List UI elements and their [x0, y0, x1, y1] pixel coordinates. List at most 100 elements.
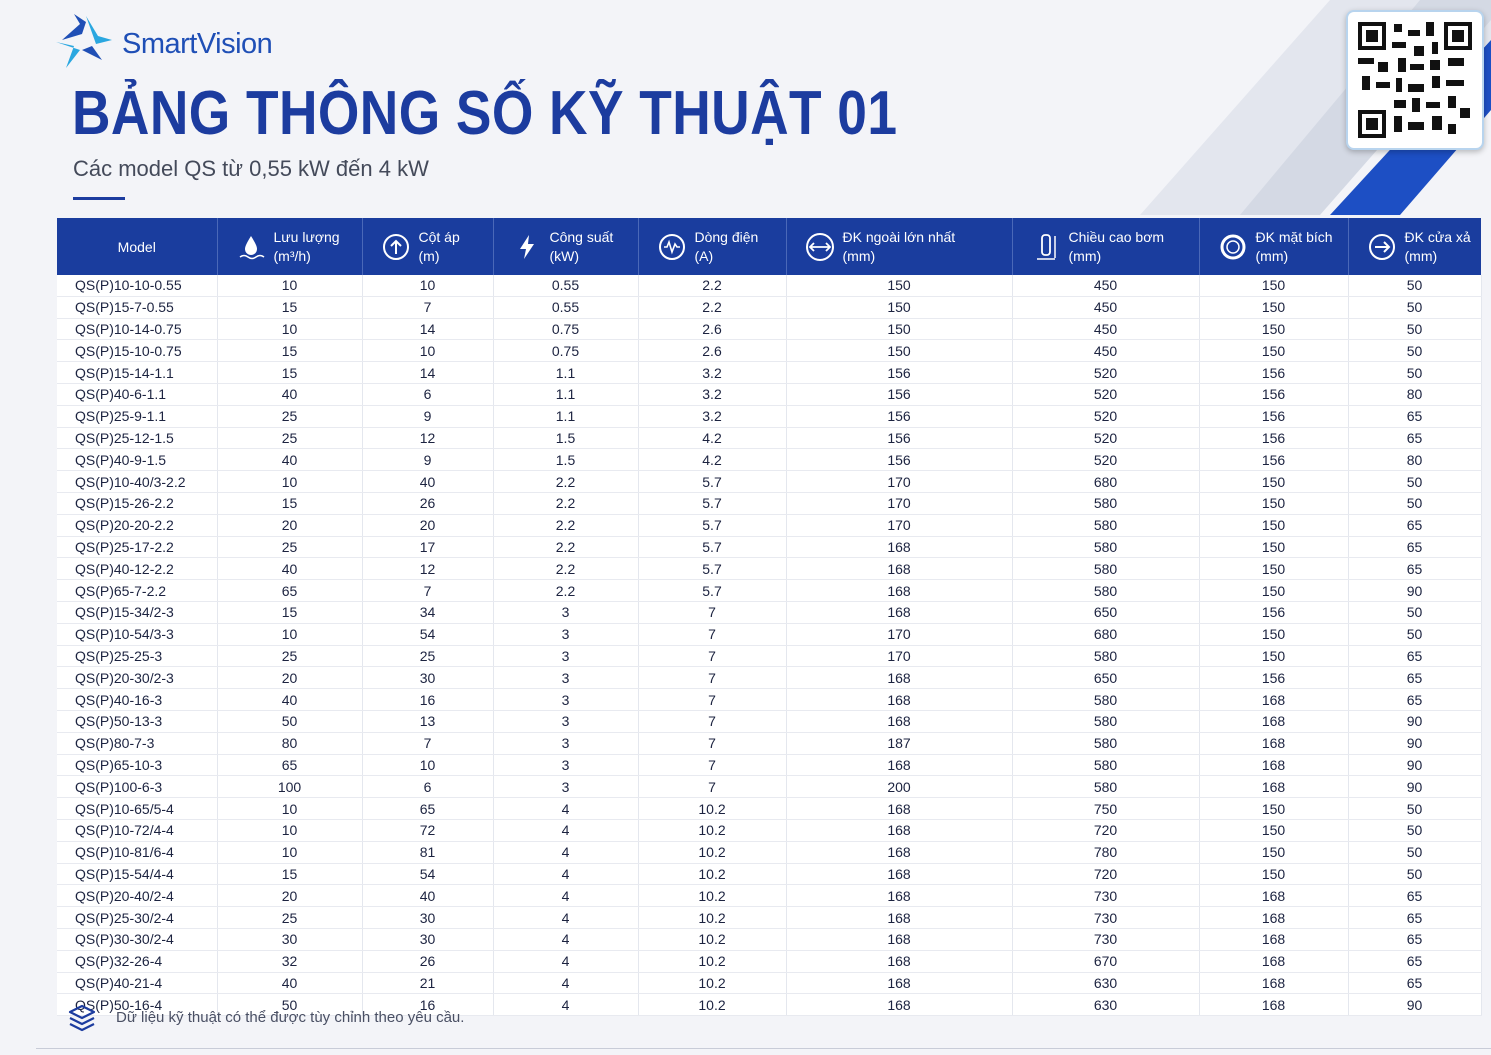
value-cell: 168	[786, 666, 1013, 690]
value-cell: 10.2	[638, 797, 787, 820]
table-row: QS(P)65-7-2.2 65 7 2.2 5.7 168 580 150 90	[57, 579, 1482, 602]
value-cell: 10	[217, 623, 363, 646]
value-cell: 2.2	[493, 536, 639, 559]
title-underline	[73, 197, 125, 200]
value-cell: 7	[638, 732, 787, 755]
value-cell: 730	[1012, 928, 1200, 951]
table-row: QS(P)15-26-2.2 15 26 2.2 5.7 170 580 150 50	[57, 492, 1482, 515]
value-cell: 9	[362, 448, 494, 472]
header-unit: (mm)	[1255, 247, 1289, 264]
table-row: QS(P)65-10-3 65 10 3 7 168 580 168 90	[57, 754, 1482, 777]
value-cell: 168	[786, 884, 1013, 908]
value-cell: 156	[786, 405, 1013, 428]
value-cell: 4	[493, 950, 639, 973]
value-cell: 156	[1199, 601, 1349, 624]
value-cell: 156	[1199, 448, 1349, 472]
value-cell: 150	[786, 339, 1013, 363]
model-cell: QS(P)25-30/2-4	[57, 906, 218, 929]
qr-pattern	[1358, 22, 1472, 138]
table-row: QS(P)20-40/2-4 20 40 4 10.2 168 730 168 65	[57, 884, 1482, 908]
value-cell: 2.2	[493, 470, 639, 493]
value-cell: 54	[362, 623, 494, 646]
value-cell: 10	[217, 819, 363, 842]
value-cell: 2.2	[638, 275, 787, 297]
value-cell: 50	[217, 993, 363, 1017]
value-cell: 25	[217, 645, 363, 668]
icon-shape	[1374, 240, 1390, 253]
value-cell: 10	[362, 754, 494, 777]
model-cell: QS(P)25-9-1.1	[57, 405, 218, 428]
model-cell: QS(P)25-12-1.5	[57, 427, 218, 450]
value-cell: 168	[786, 906, 1013, 929]
value-cell: 30	[362, 928, 494, 951]
value-cell: 156	[786, 383, 1013, 406]
model-cell: QS(P)25-25-3	[57, 645, 218, 668]
header-icon	[805, 232, 834, 261]
value-cell: 168	[1199, 950, 1349, 973]
value-cell: 7	[638, 754, 787, 777]
value-cell: 15	[217, 296, 363, 319]
value-cell: 80	[1348, 383, 1482, 406]
model-cell: QS(P)10-40/3-2.2	[57, 470, 218, 493]
value-cell: 150	[1199, 492, 1349, 515]
header-label: Dòng điện	[694, 228, 759, 245]
value-cell: 50	[217, 710, 363, 733]
value-cell: 0.55	[493, 296, 639, 319]
value-cell: 15	[217, 601, 363, 624]
table-row: QS(P)25-25-3 25 25 3 7 170 580 150 65	[57, 645, 1482, 668]
model-cell: QS(P)15-54/4-4	[57, 863, 218, 886]
model-cell: QS(P)15-34/2-3	[57, 601, 218, 624]
value-cell: 5.7	[638, 579, 787, 602]
value-cell: 2.6	[638, 318, 787, 341]
value-cell: 3	[493, 666, 639, 690]
model-cell: QS(P)40-9-1.5	[57, 448, 218, 472]
value-cell: 65	[1348, 427, 1482, 450]
value-cell: 2.2	[493, 579, 639, 602]
value-cell: 65	[1348, 666, 1482, 690]
value-cell: 730	[1012, 884, 1200, 908]
header-text: Công suất (kW)	[550, 228, 614, 266]
value-cell: 168	[786, 536, 1013, 559]
table-row: QS(P)15-14-1.1 15 14 1.1 3.2 156 520 156 50	[57, 361, 1482, 384]
header-unit: (mm)	[1404, 247, 1438, 264]
header-text: Chiều cao bơm (mm)	[1069, 228, 1165, 266]
value-cell: 630	[1012, 993, 1200, 1017]
header-content: Công suất (kW)	[494, 228, 638, 266]
header-label: Chiều cao bơm	[1068, 228, 1165, 245]
value-cell: 25	[217, 427, 363, 450]
value-cell: 10.2	[638, 906, 787, 929]
icon-shape	[239, 254, 264, 259]
model-cell: QS(P)40-12-2.2	[57, 557, 218, 581]
value-cell: 50	[1348, 797, 1482, 820]
table-row: QS(P)25-30/2-4 25 30 4 10.2 168 730 168 65	[57, 906, 1482, 929]
value-cell: 150	[1199, 318, 1349, 341]
value-cell: 3	[493, 754, 639, 777]
value-cell: 450	[1012, 275, 1200, 297]
column-header: ĐK cửa xả (mm)	[1348, 218, 1481, 275]
column-header: Dòng điện (A)	[638, 218, 787, 275]
value-cell: 10.2	[638, 972, 787, 995]
value-cell: 65	[1348, 536, 1482, 559]
value-cell: 4	[493, 993, 639, 1017]
value-cell: 40	[217, 972, 363, 995]
value-cell: 580	[1012, 754, 1200, 777]
value-cell: 7	[362, 579, 494, 602]
value-cell: 50	[1348, 601, 1482, 624]
value-cell: 4	[493, 819, 639, 842]
header-icon	[239, 235, 264, 259]
header-unit: (mm)	[1068, 247, 1102, 264]
value-cell: 65	[1348, 557, 1482, 581]
model-cell: QS(P)15-7-0.55	[57, 296, 218, 319]
value-cell: 7	[638, 710, 787, 733]
brand-name: SmartVision	[122, 28, 273, 60]
header-text: ĐK mặt bích (mm)	[1256, 228, 1333, 266]
value-cell: 50	[1348, 470, 1482, 493]
layers-icon	[68, 1004, 96, 1032]
header-icon	[1036, 233, 1056, 260]
value-cell: 580	[1012, 775, 1200, 799]
value-cell: 4.2	[638, 427, 787, 450]
value-cell: 3	[493, 688, 639, 711]
value-cell: 150	[1199, 841, 1349, 864]
table-row: QS(P)40-12-2.2 40 12 2.2 5.7 168 580 150 65	[57, 557, 1482, 581]
value-cell: 50	[1348, 296, 1482, 319]
